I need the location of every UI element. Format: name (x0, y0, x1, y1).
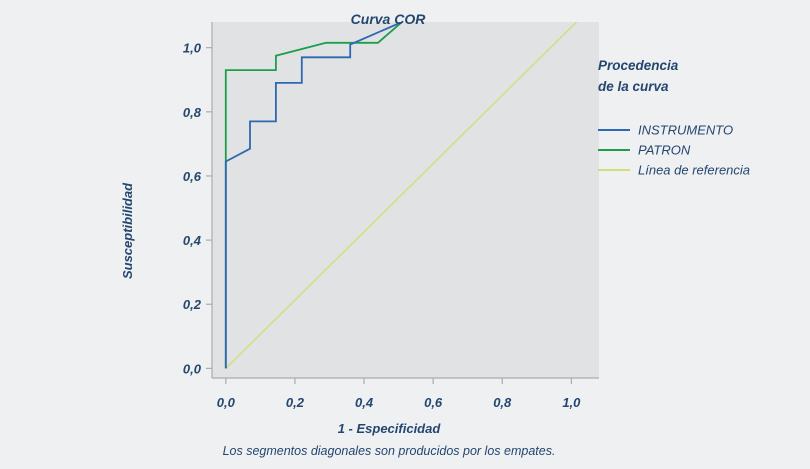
legend-title-line-1: Procedencia (598, 58, 679, 73)
y-tick-label: 1,0 (183, 41, 202, 56)
series-line-linea-de-referencia (225, 22, 577, 369)
x-tick-label: 0,2 (286, 395, 305, 410)
x-tick-label: 1,0 (562, 395, 581, 410)
y-tick-label: 0,2 (183, 297, 202, 312)
x-tick-label: 0,4 (355, 395, 374, 410)
legend-label-instrumento: INSTRUMENTO (638, 123, 733, 138)
x-tick-label: 0,8 (493, 395, 512, 410)
y-tick-label: 0,6 (183, 169, 202, 184)
x-axis-title: 1 - Especificidad (338, 421, 442, 436)
chart-title: Curva COR (351, 11, 427, 27)
legend-title-line-2: de la curva (598, 79, 669, 94)
x-tick-label: 0,6 (424, 395, 443, 410)
legend: Procedencia de la curva INSTRUMENTO PATRO… (598, 58, 750, 178)
series-line-patron (224, 22, 403, 369)
legend-label-patron: PATRON (638, 143, 691, 158)
chart-footnote: Los segmentos diagonales son producidos … (223, 444, 556, 458)
series-line-instrumento (224, 22, 403, 369)
x-tick-label: 0,0 (217, 395, 236, 410)
legend-label-linea-de-referencia: Línea de referencia (638, 163, 750, 178)
y-axis-title: Susceptibilidad (120, 182, 135, 279)
y-tick-label: 0,0 (183, 361, 202, 376)
y-tick-label: 0,8 (183, 105, 202, 120)
y-tick-label: 0,4 (183, 233, 202, 248)
